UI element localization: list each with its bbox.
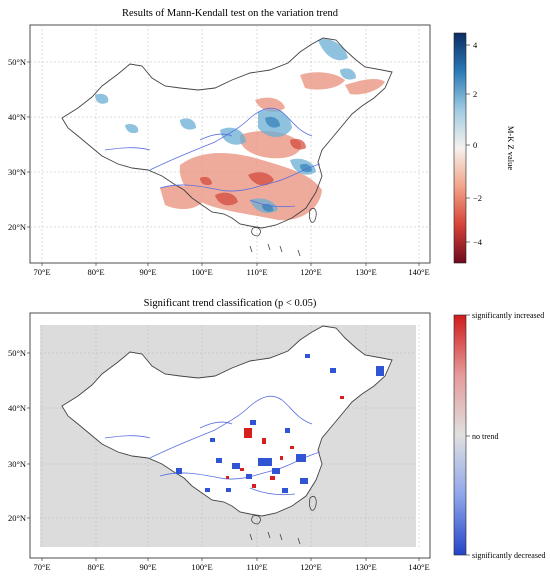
panel-mk-test: Results of Mann-Kendall test on the vari…: [8, 8, 516, 277]
lon-tick-labels: 70°E 80°E 90°E 100°E 110°E 120°E 130°E 140°E: [33, 263, 430, 277]
lon-tick-label: 80°E: [87, 562, 104, 572]
colorbar-label: M-K Z value: [506, 126, 516, 171]
lat-tick-label: 50°N: [8, 57, 26, 67]
lat-tick-label: 20°N: [8, 222, 26, 232]
lat-tick-labels: 20°N 30°N 40°N 50°N: [8, 348, 30, 523]
colorbar-class-label: significantly increased: [472, 311, 544, 320]
lon-tick-label: 100°E: [191, 267, 212, 277]
lon-tick-label: 120°E: [300, 562, 321, 572]
lon-tick-label: 90°E: [139, 562, 156, 572]
lon-tick-label: 140°E: [408, 562, 429, 572]
z-value-raster: [95, 39, 385, 221]
lon-tick-label: 100°E: [191, 562, 212, 572]
colorbar-z: [453, 32, 467, 264]
lat-tick-labels: 20°N 30°N 40°N 50°N: [8, 57, 30, 232]
sig-increased-areas: [226, 396, 344, 488]
colorbar-classes: significantly increased no trend significa…: [466, 311, 546, 560]
lon-tick-labels: 70°E 80°E 90°E 100°E 110°E 120°E 130°E 140°E: [33, 558, 430, 572]
lat-tick-label: 20°N: [8, 513, 26, 523]
panel-significance: Significant trend classification (p < 0.…: [8, 298, 546, 572]
islands: [249, 207, 317, 257]
colorbar-class-label: significantly decreased: [472, 551, 546, 560]
lon-tick-label: 90°E: [139, 267, 156, 277]
colorbar-ticks: 4 2 0 −2 −4: [466, 40, 483, 247]
panel-title: Significant trend classification (p < 0.…: [144, 298, 317, 309]
panel-title: Results of Mann-Kendall test on the vari…: [122, 8, 339, 19]
colorbar-class: [453, 314, 467, 556]
colorbar-tick-label: 0: [473, 140, 477, 150]
rivers: [104, 107, 321, 208]
lon-tick-label: 110°E: [246, 267, 267, 277]
lat-tick-label: 30°N: [8, 459, 26, 469]
lon-tick-label: 110°E: [246, 562, 267, 572]
lat-tick-label: 40°N: [8, 112, 26, 122]
lon-tick-label: 80°E: [87, 267, 104, 277]
lon-tick-label: 140°E: [408, 267, 429, 277]
islands: [249, 495, 317, 545]
colorbar-class-label: no trend: [472, 432, 498, 441]
colorbar-tick-label: −4: [473, 237, 483, 247]
colorbar-tick-label: −2: [473, 193, 482, 203]
lon-tick-label: 130°E: [355, 562, 376, 572]
map-frame: [29, 24, 431, 264]
colorbar-tick-label: 4: [473, 40, 478, 50]
country-boundary: [61, 37, 393, 229]
sig-decreased-areas: [176, 354, 384, 493]
lon-tick-label: 70°E: [33, 562, 50, 572]
lon-tick-label: 130°E: [355, 267, 376, 277]
lon-tick-label: 70°E: [33, 267, 50, 277]
colorbar-tick-label: 2: [473, 89, 477, 99]
lat-tick-label: 50°N: [8, 348, 26, 358]
lat-tick-label: 40°N: [8, 403, 26, 413]
lat-tick-label: 30°N: [8, 167, 26, 177]
lon-tick-label: 120°E: [300, 267, 321, 277]
